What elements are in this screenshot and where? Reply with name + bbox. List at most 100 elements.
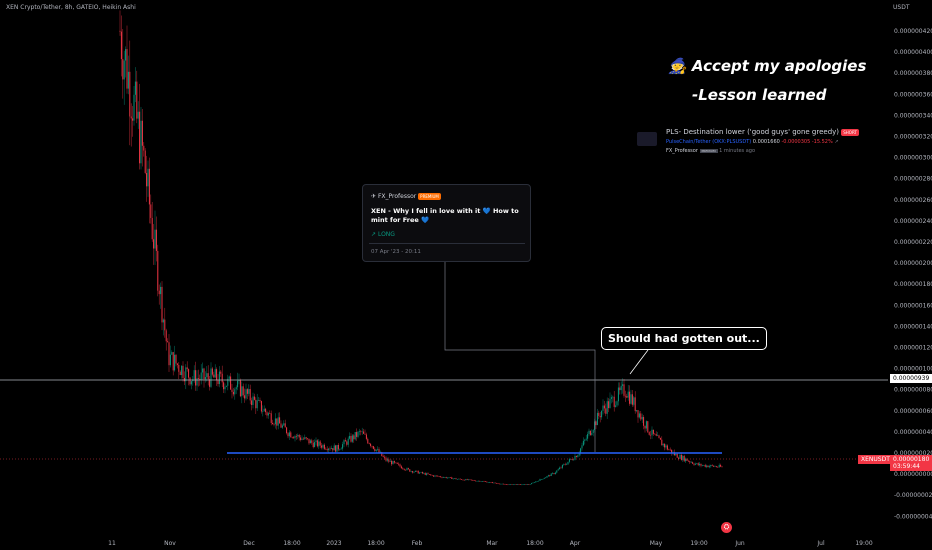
candle-body [468,479,470,481]
candle-body [455,478,457,480]
candle-body [266,412,268,416]
x-axis: 11 Nov Dec 18:00 2023 18:00 Feb Mar 18:00 Apr May 1… [108,540,873,547]
candle-body [528,484,530,485]
candle-body [549,475,551,477]
candle-body [370,443,372,446]
candle-body [441,477,443,478]
candle-body [529,484,531,485]
candle-body [715,466,717,468]
candle-body [171,352,173,355]
candle-body [407,468,409,470]
pls-pair[interactable]: PulseChain/Tether (OKX:PLSUSDT) [666,139,752,145]
candle-body [251,400,253,405]
candle-body [311,440,313,443]
candle-body [164,319,166,331]
candle-body [448,477,450,478]
candle-body [424,473,426,475]
candle-body [230,376,232,390]
candle-body [214,369,216,378]
candle-body [197,378,199,379]
candle-body [283,423,285,426]
candle-body [463,479,465,481]
candle-body [265,408,267,413]
candle-body [609,398,611,409]
candle-body [620,385,622,391]
candle-body [157,250,159,291]
candle-body [426,473,428,475]
candle-body [144,150,146,173]
candle-body [532,482,534,484]
y-tick-label: 0.0000001800 [894,281,932,288]
candle-body [232,391,234,395]
x-tick-label: Nov [164,540,176,547]
candle-body [273,424,275,425]
candle-body [406,468,408,471]
event-flag-icon[interactable]: ⛭ [721,522,732,533]
candle-body [587,434,589,439]
candle-body [169,354,171,366]
candle-body [697,463,699,466]
idea-author[interactable]: FX_Professor [377,193,417,200]
candle-body [209,379,211,387]
candle-body [291,437,293,438]
candle-body [178,364,180,372]
x-tick-label: Jun [734,540,745,547]
candle-body [456,479,458,480]
candle-body [721,466,723,468]
candle-body [641,417,643,420]
candle-body [449,477,451,478]
candle-body [613,396,615,407]
pls-author[interactable]: FX_Professor [666,148,698,154]
candle-body [395,462,397,464]
candle-body [248,389,250,394]
y-tick-label: 0.0000000600 [894,408,932,415]
y-tick-label: -0.0000000400 [894,513,932,520]
candle-body [648,432,650,435]
candle-body [452,478,454,480]
candle-body [496,483,498,484]
candle-body [619,387,621,391]
candle-body [543,478,545,479]
candle-body [693,463,695,465]
candle-body [566,464,568,466]
candle-body [570,459,572,460]
candle-body [151,217,153,240]
candle-body [409,469,411,472]
candle-body [518,484,520,485]
candle-body [150,204,152,218]
candle-body [675,453,677,456]
candle-body [195,370,197,386]
candle-body [469,479,471,481]
candle-body [687,460,689,462]
candle-body [561,464,563,468]
candle-body [437,475,439,477]
pls-author-badge: PREMIUM [699,149,718,153]
idea-title[interactable]: XEN - Why I fell in love with it 💙 How t… [371,207,519,224]
candle-body [491,482,493,483]
candle-body [631,394,633,405]
xen-idea-card[interactable]: ✈ FX_Professor PREMIUM XEN - Why I fell … [362,184,531,262]
candle-body [175,354,177,364]
candle-body [375,449,377,451]
candle-body [606,401,608,414]
y-tick-label: 0.0000000400 [894,429,932,436]
candle-body [330,448,332,449]
candle-body [585,438,587,440]
candle-body [514,484,516,485]
candle-body [483,481,485,482]
candle-body [190,381,192,385]
candle-body [384,456,386,458]
candle-body [421,472,423,474]
candle-body [374,448,376,451]
candle-body [512,484,514,486]
external-link-icon[interactable]: ↗ [834,139,839,145]
candle-body [253,396,255,400]
pls-time: 1 minutes ago [719,148,756,154]
y-tick-label: 0.0000003600 [894,91,932,98]
candle-body [174,354,176,371]
candle-body [158,290,160,295]
candle-body [451,477,453,480]
candle-body [700,463,702,466]
candle-body [143,145,145,151]
